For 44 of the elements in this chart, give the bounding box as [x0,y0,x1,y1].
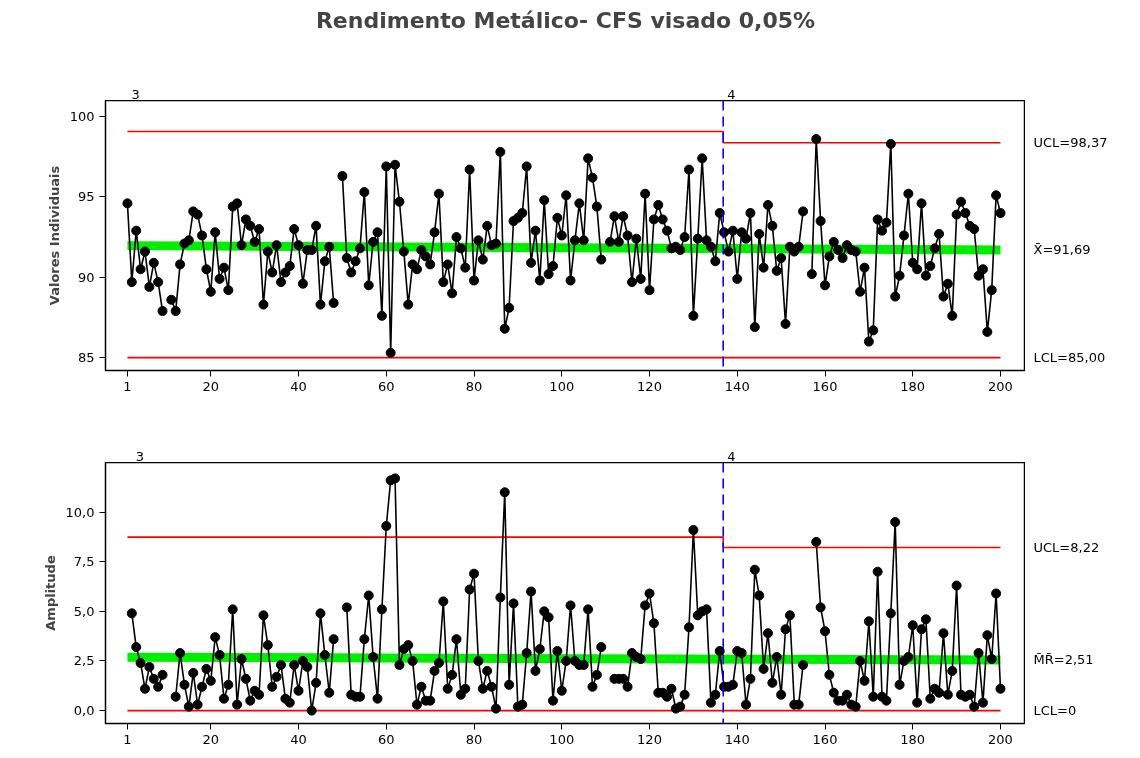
y-axis-title: Amplitude [42,555,58,631]
x-tick-label: 40 [290,731,307,747]
y-tick-label: 5,0 [73,603,95,619]
annotation: 4 [727,448,736,464]
y-tick-label: 85 [77,350,95,366]
y-axis-title: Valores Individuais [46,165,62,306]
x-tick-label: 160 [812,731,838,747]
annotation: 4 [727,86,736,102]
x-tick-label: 100 [549,731,575,747]
text: UCL=98,37 [1033,135,1108,151]
x-tick-label: 100 [549,378,575,394]
text: UCL=8,22 [1033,539,1100,555]
text: X̄=91,69 [1033,242,1091,258]
x-tick-label: 40 [290,378,307,394]
x-tick-label: 1 [123,378,132,394]
text: LCL=85,00 [1033,350,1106,366]
x-tick-label: 160 [812,378,838,394]
x-tick-label: 180 [900,378,926,394]
x-tick-label: 80 [465,731,483,747]
y-tick-label: 90 [77,269,95,285]
annotation: 3 [135,448,145,464]
y-tick-label: 2,5 [73,653,95,669]
x-tick-label: 200 [988,731,1013,747]
x-tick-label: 1 [123,731,132,747]
x-tick-label: 20 [202,731,220,747]
x-tick-label: 60 [378,731,395,747]
x-tick-label: 120 [637,378,662,394]
y-tick-label: 95 [77,189,95,205]
x-tick-label: 140 [724,378,750,394]
x-tick-label: 200 [988,378,1013,394]
chart-title: Rendimento Metálico- CFS visado 0,05% [315,7,816,33]
y-tick-label: 0,0 [73,703,95,719]
x-tick-label: 20 [202,378,220,394]
x-tick-label: 80 [465,378,483,394]
x-tick-label: 120 [637,731,662,747]
text: LCL=0 [1033,703,1077,719]
y-tick-label: 100 [69,109,95,125]
y-tick-label: 10,0 [65,504,95,520]
x-tick-label: 180 [900,731,926,747]
x-tick-label: 140 [724,731,750,747]
annotation: 3 [131,86,140,102]
y-tick-label: 7,5 [73,554,95,570]
x-tick-label: 60 [378,378,395,394]
text: M̄R̄=2,51 [1033,652,1094,668]
